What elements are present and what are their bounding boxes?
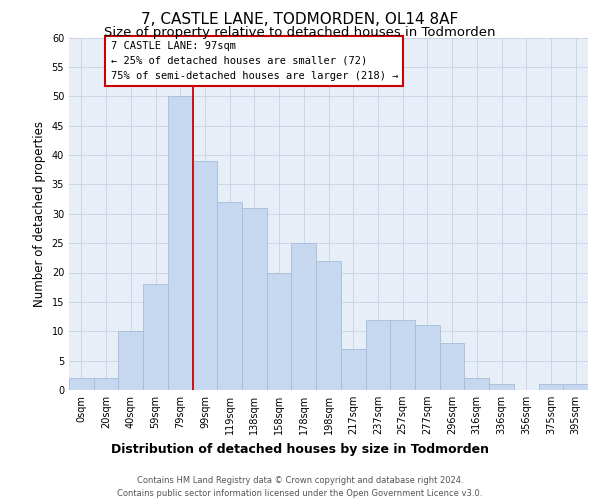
- Bar: [242, 208, 267, 390]
- Bar: [69, 378, 94, 390]
- Text: 7, CASTLE LANE, TODMORDEN, OL14 8AF: 7, CASTLE LANE, TODMORDEN, OL14 8AF: [142, 12, 458, 28]
- Bar: [464, 378, 489, 390]
- Bar: [118, 331, 143, 390]
- Bar: [390, 320, 415, 390]
- Text: Size of property relative to detached houses in Todmorden: Size of property relative to detached ho…: [104, 26, 496, 39]
- Y-axis label: Number of detached properties: Number of detached properties: [33, 120, 46, 306]
- Text: Distribution of detached houses by size in Todmorden: Distribution of detached houses by size …: [111, 442, 489, 456]
- Bar: [193, 161, 217, 390]
- Bar: [415, 326, 440, 390]
- Bar: [489, 384, 514, 390]
- Bar: [316, 261, 341, 390]
- Text: 7 CASTLE LANE: 97sqm
← 25% of detached houses are smaller (72)
75% of semi-detac: 7 CASTLE LANE: 97sqm ← 25% of detached h…: [110, 41, 398, 80]
- Bar: [563, 384, 588, 390]
- Bar: [168, 96, 193, 390]
- Bar: [94, 378, 118, 390]
- Bar: [143, 284, 168, 390]
- Bar: [440, 343, 464, 390]
- Text: Contains HM Land Registry data © Crown copyright and database right 2024.
Contai: Contains HM Land Registry data © Crown c…: [118, 476, 482, 498]
- Bar: [539, 384, 563, 390]
- Bar: [217, 202, 242, 390]
- Bar: [292, 243, 316, 390]
- Bar: [365, 320, 390, 390]
- Bar: [267, 272, 292, 390]
- Bar: [341, 349, 365, 390]
